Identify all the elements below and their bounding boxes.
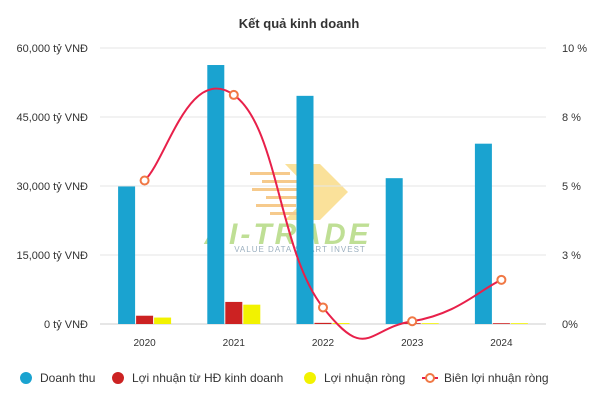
legend-symbol (20, 372, 32, 384)
bar-1-2023 (385, 178, 403, 324)
y-right-tick-label: 10 % (562, 43, 587, 55)
legend-label: Biên lợi nhuận ròng (444, 371, 549, 385)
legend-marker-symbol (425, 373, 435, 383)
y-left-tick-label: 30,000 tỷ VNĐ (16, 181, 88, 193)
legend-label: Lợi nhuận ròng (324, 371, 405, 385)
legend-label: Lợi nhuận từ HĐ kinh doanh (132, 371, 283, 385)
legend-symbol (112, 372, 124, 384)
bar-3-2020 (154, 317, 172, 324)
chart-title: Kết quả kinh doanh (239, 16, 360, 31)
margin-point-2022 (318, 302, 328, 313)
margin-line (143, 87, 502, 340)
bar-1-2021 (207, 65, 225, 325)
bar-3-2023 (421, 323, 439, 324)
watermark-arrow-shape (285, 164, 348, 220)
bar-3-2024 (510, 323, 528, 324)
y-axis-left: 0 tỷ VNĐ 15,000 tỷ VNĐ 30,000 tỷ VNĐ 45,000… (16, 43, 88, 331)
bar-2-2022 (314, 322, 332, 324)
bar-2-2020 (136, 315, 154, 324)
x-tick-label: 2022 (312, 338, 335, 349)
y-left-tick-label: 15,000 tỷ VNĐ (16, 250, 88, 262)
y-right-tick-label: 8 % (562, 112, 581, 124)
y-right-tick-label: 3 % (562, 250, 581, 262)
y-right-tick-label: 0% (562, 319, 578, 331)
bar-1-2024 (474, 143, 492, 324)
legend: Doanh thu Lợi nhuận từ HĐ kinh doanh Lợi n… (20, 371, 549, 385)
margin-point-2021 (228, 89, 239, 100)
bar-3-2021 (243, 304, 261, 324)
margin-point-2024 (496, 274, 507, 285)
y-left-tick-label: 60,000 tỷ VNĐ (16, 43, 88, 55)
margin-point-2023 (407, 316, 418, 327)
bar-series (118, 65, 528, 325)
legend-label: Doanh thu (40, 371, 95, 385)
y-left-tick-label: 45,000 tỷ VNĐ (16, 112, 88, 124)
x-tick-label: 2021 (223, 338, 246, 349)
ai-trade-watermark: AI-TRADE VALUE DATA SMART INVEST (203, 164, 369, 254)
x-tick-label: 2023 (401, 338, 424, 349)
legend-symbol (304, 372, 316, 384)
margin-point-2020 (139, 175, 150, 186)
y-right-tick-label: 5 % (562, 181, 581, 193)
bar-2-2021 (225, 301, 243, 324)
y-left-tick-label: 0 tỷ VNĐ (44, 319, 88, 331)
bar-3-2022 (332, 323, 350, 324)
x-tick-label: 2020 (133, 338, 156, 349)
x-tick-label: 2024 (490, 338, 513, 349)
bar-1-2020 (118, 186, 136, 324)
margin-line-series (139, 87, 507, 340)
bar-2-2024 (492, 323, 510, 324)
x-axis: 2020 2021 2022 2023 2024 (133, 338, 512, 349)
y-axis-right: 0% 3 % 5 % 8 % 10 % (562, 43, 587, 331)
